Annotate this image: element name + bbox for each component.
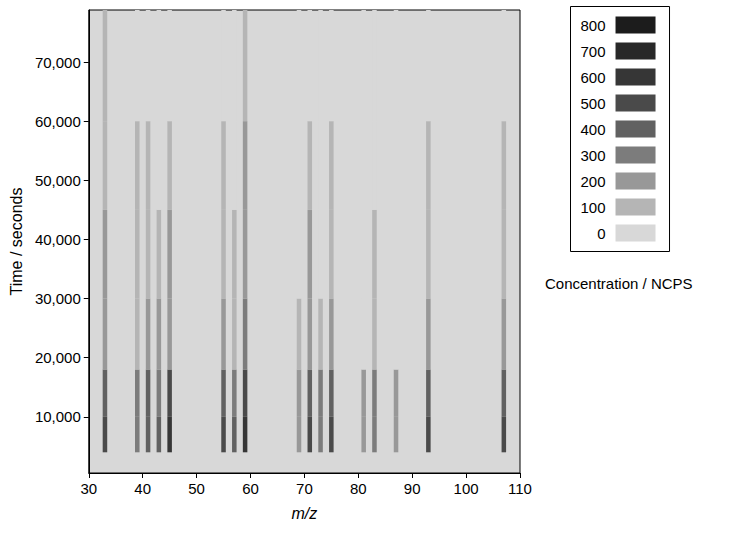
svg-text:500: 500	[580, 95, 605, 112]
svg-text:m/z: m/z	[291, 505, 317, 522]
svg-text:70: 70	[296, 480, 313, 497]
svg-text:Time / seconds: Time / seconds	[8, 188, 25, 296]
svg-text:200: 200	[580, 173, 605, 190]
svg-text:Concentration / NCPS: Concentration / NCPS	[545, 275, 693, 292]
svg-text:100: 100	[454, 480, 479, 497]
svg-text:400: 400	[580, 121, 605, 138]
svg-text:80: 80	[350, 480, 367, 497]
svg-text:90: 90	[404, 480, 421, 497]
svg-text:30: 30	[80, 480, 97, 497]
svg-text:600: 600	[580, 69, 605, 86]
svg-text:40: 40	[134, 480, 151, 497]
svg-text:60,000: 60,000	[35, 113, 81, 130]
svg-text:110: 110	[508, 480, 532, 497]
svg-text:10,000: 10,000	[35, 408, 81, 425]
svg-text:300: 300	[580, 147, 605, 164]
svg-text:40,000: 40,000	[35, 231, 81, 248]
svg-text:20,000: 20,000	[35, 349, 81, 366]
svg-text:100: 100	[580, 199, 605, 216]
svg-text:0: 0	[597, 225, 605, 242]
svg-text:50: 50	[188, 480, 205, 497]
svg-text:800: 800	[580, 17, 605, 34]
svg-text:70,000: 70,000	[35, 54, 81, 71]
svg-text:60: 60	[242, 480, 259, 497]
svg-text:50,000: 50,000	[35, 172, 81, 189]
svg-text:700: 700	[580, 43, 605, 60]
svg-text:30,000: 30,000	[35, 290, 81, 307]
